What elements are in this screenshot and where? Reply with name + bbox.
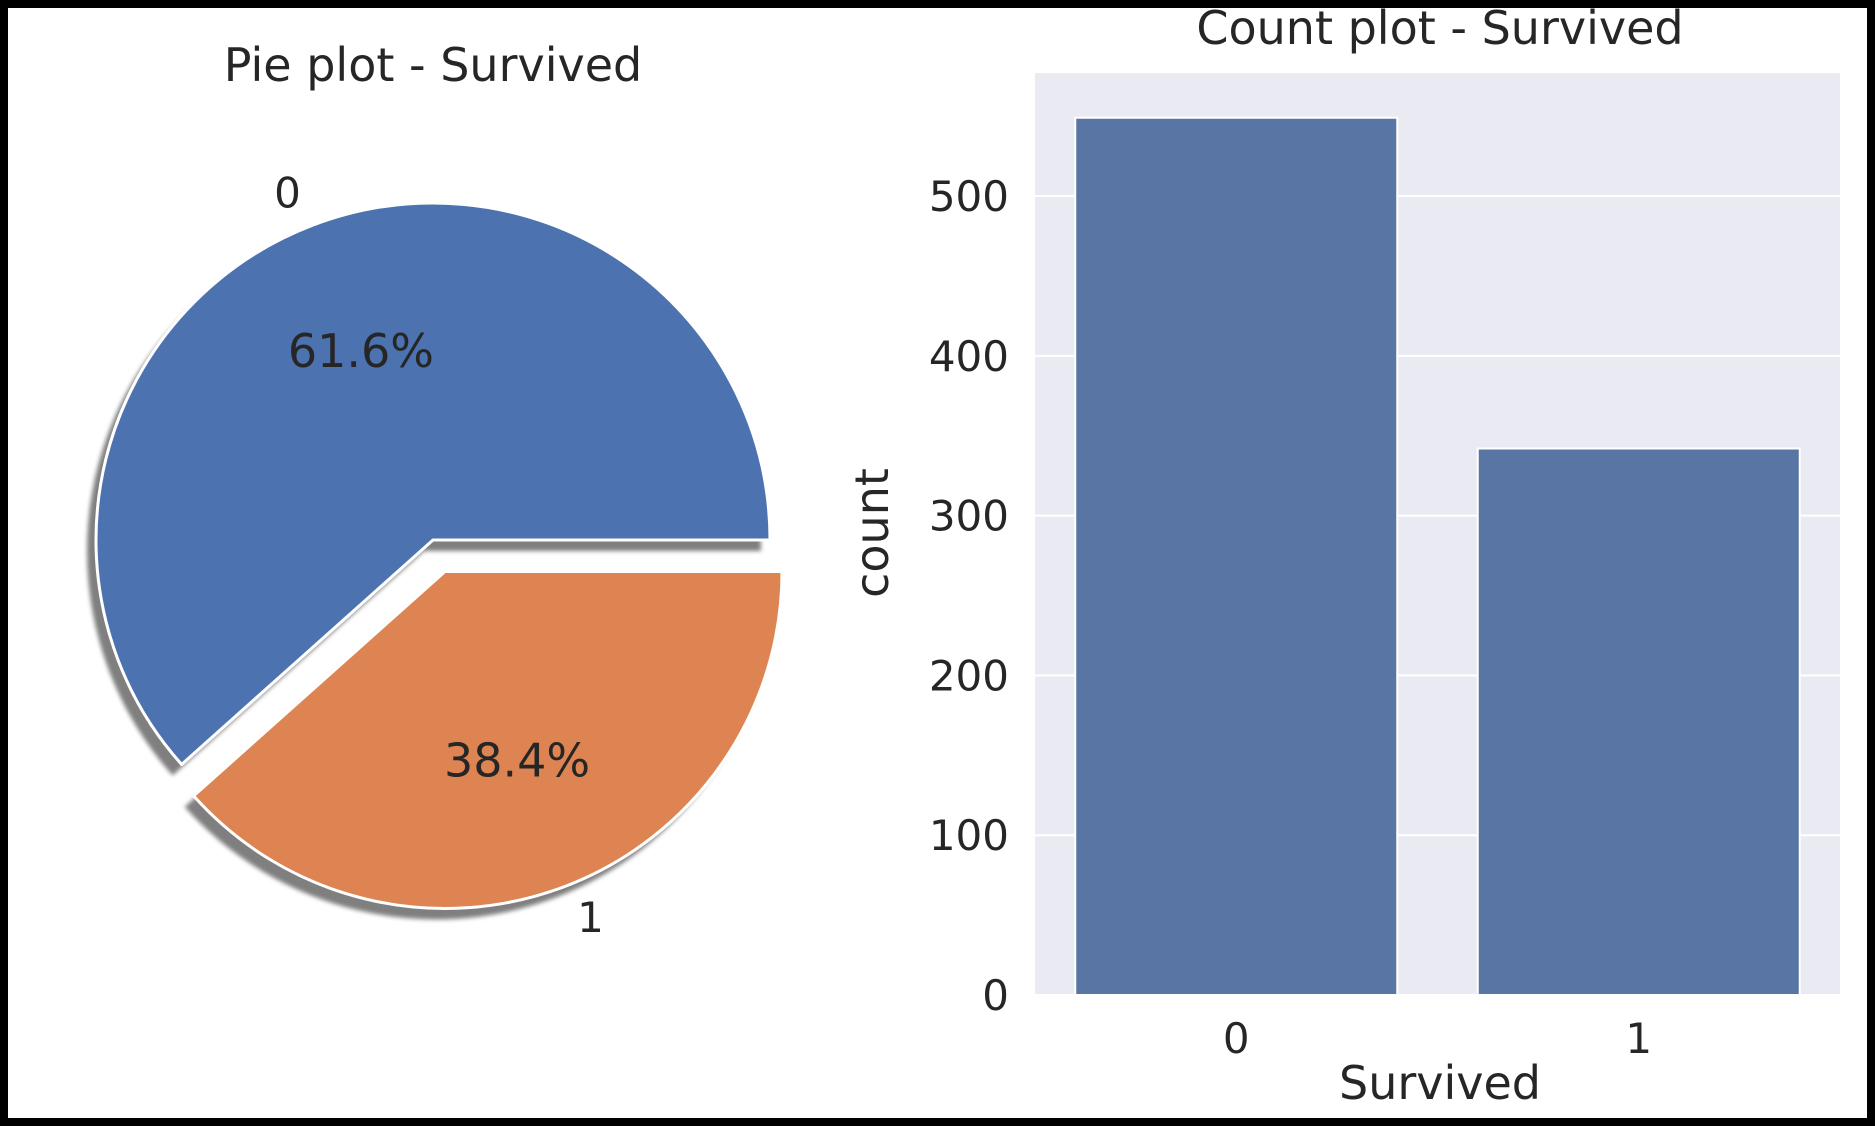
y-axis-label: count (845, 468, 899, 598)
pie-percent-label: 38.4% (444, 733, 590, 787)
y-tick-labels: 0 100 200 300 400 500 (929, 172, 1009, 1020)
pie-chart: Pie plot - Survived 0 61.6% 1 38.4% (86, 38, 784, 942)
figure: Pie plot - Survived 0 61.6% 1 38.4% Count p… (8, 8, 1867, 1118)
x-axis-label: Survived (1339, 1056, 1541, 1110)
pie-category-label: 1 (577, 893, 604, 942)
y-tick-label: 0 (982, 971, 1009, 1020)
bar-title: Count plot - Survived (1196, 8, 1683, 55)
pie-percent-label: 61.6% (288, 324, 434, 378)
pie-category-label: 0 (274, 169, 301, 218)
pie-labels: 0 61.6% 1 38.4% (274, 169, 604, 942)
y-tick-label: 300 (929, 492, 1009, 541)
pie-slice-1 (192, 569, 784, 910)
y-tick-label: 500 (929, 172, 1009, 221)
y-tick-label: 400 (929, 332, 1009, 381)
y-tick-label: 200 (929, 651, 1009, 700)
pie-slice-0 (94, 201, 772, 766)
bar-0 (1074, 116, 1399, 997)
x-tick-label: 1 (1625, 1014, 1652, 1063)
x-tick-label: 0 (1223, 1014, 1250, 1063)
y-tick-label: 100 (929, 811, 1009, 860)
bars (1074, 116, 1801, 997)
bar-1 (1476, 447, 1801, 996)
pie-title: Pie plot - Survived (224, 38, 642, 92)
figure-canvas: Pie plot - Survived 0 61.6% 1 38.4% Count p… (86, 8, 1840, 1110)
pie-slices (94, 201, 784, 910)
